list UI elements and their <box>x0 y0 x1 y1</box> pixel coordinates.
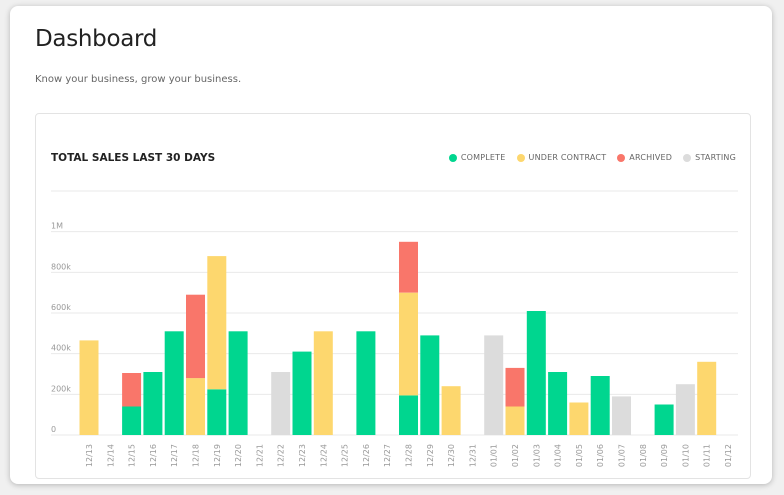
legend-dot-starting <box>683 153 692 162</box>
chart-title: TOTAL SALES LAST 30 DAYS <box>51 152 216 164</box>
sales-bar-chart: 0 200k 400k 600k 800k 1M 12/13 12/14 12/15 12/16 1… <box>51 190 738 467</box>
x-tick-label: 01/02 <box>511 444 520 467</box>
x-tick-label: 01/11 <box>703 444 712 467</box>
x-tick-label: 12/17 <box>170 444 179 467</box>
bar-segment-archived <box>505 367 525 407</box>
bar-segment-complete <box>164 331 184 435</box>
x-tick-label: 12/22 <box>277 444 286 467</box>
legend-item-complete[interactable]: COMPLETE <box>448 153 506 162</box>
x-tick-label: 12/15 <box>128 444 137 467</box>
legend-dot-complete <box>448 153 457 162</box>
y-tick-label: 800k <box>51 262 71 271</box>
y-tick-label: 600k <box>51 303 71 312</box>
bar-segment-archived <box>399 241 418 293</box>
x-tick-label: 12/25 <box>341 444 350 467</box>
legend-item-starting[interactable]: STARTING <box>683 153 736 162</box>
legend-label-starting: STARTING <box>695 153 736 162</box>
x-tick-label: 01/03 <box>532 444 541 467</box>
legend-item-under-contract[interactable]: UNDER CONTRACT <box>516 153 607 162</box>
bar-segment-complete <box>399 395 418 435</box>
bar-segment-complete <box>143 372 163 435</box>
y-tick-label: 400k <box>51 344 71 353</box>
bar-segment-complete <box>207 389 227 436</box>
x-tick-label: 12/18 <box>192 444 201 467</box>
bar-segment-complete <box>292 351 312 435</box>
x-tick-label: 01/09 <box>660 444 669 467</box>
legend-dot-archived <box>617 153 626 162</box>
x-tick-label: 01/01 <box>490 444 499 467</box>
bar-segment-under-contract <box>186 378 205 435</box>
legend-label-under-contract: UNDER CONTRACT <box>528 153 607 162</box>
legend-label-archived: ARCHIVED <box>629 153 673 162</box>
x-tick-label: 12/16 <box>149 444 158 467</box>
y-tick-label: 200k <box>51 384 71 393</box>
page-subtitle: Know your business, grow your business. <box>35 74 242 85</box>
x-tick-label: 12/30 <box>447 444 456 467</box>
bar-segment-under-contract <box>697 361 717 435</box>
x-tick-label: 12/29 <box>426 444 435 467</box>
bar-segment-under-contract <box>207 256 227 390</box>
bar-segment-complete <box>548 372 568 435</box>
x-tick-label: 01/06 <box>596 444 605 467</box>
bar-segment-under-contract <box>399 292 418 396</box>
dashboard-window: Dashboard Know your business, grow your … <box>10 6 772 484</box>
sales-chart-card: TOTAL SALES LAST 30 DAYS COMPLETE UNDER … <box>35 113 751 479</box>
legend-dot-under-contract <box>516 153 525 162</box>
x-tick-label: 01/08 <box>639 444 648 467</box>
bar-segment-under-contract <box>569 402 589 435</box>
bar-segment-starting <box>675 384 695 435</box>
bar-segment-under-contract <box>313 331 333 435</box>
bar-segment-complete <box>654 404 674 435</box>
y-tick-label: 0 <box>51 425 56 434</box>
bar-segment-archived <box>186 294 205 379</box>
legend-item-archived[interactable]: ARCHIVED <box>617 153 672 162</box>
bar-segment-complete <box>526 311 546 435</box>
bar-segment-complete <box>590 376 610 435</box>
page-title: Dashboard <box>35 26 158 52</box>
chart-legend: COMPLETE UNDER CONTRACT ARCHIVED STARTIN… <box>448 153 736 162</box>
bar-segment-starting <box>484 335 504 435</box>
legend-label-complete: COMPLETE <box>460 153 506 162</box>
bar-segment-complete <box>122 406 142 435</box>
y-tick-label: 1M <box>51 222 63 231</box>
bar-segment-under-contract <box>79 340 99 435</box>
x-tick-label: 01/10 <box>681 444 690 467</box>
bar-segment-under-contract <box>505 406 525 435</box>
x-tick-label: 12/23 <box>298 444 307 467</box>
x-tick-label: 12/19 <box>213 444 222 467</box>
x-tick-label: 12/31 <box>468 444 477 467</box>
x-tick-label: 12/14 <box>106 444 115 467</box>
x-tick-label: 01/04 <box>554 444 563 467</box>
x-tick-label: 01/12 <box>724 444 733 467</box>
x-tick-label: 12/24 <box>319 444 328 467</box>
x-tick-label: 12/20 <box>234 444 243 467</box>
bar-segment-complete <box>228 331 248 435</box>
x-tick-label: 12/26 <box>362 444 371 467</box>
bar-segment-under-contract <box>441 386 461 435</box>
bar-segment-complete <box>420 335 440 435</box>
x-tick-label: 12/21 <box>255 444 264 467</box>
bar-segment-archived <box>122 373 142 407</box>
x-tick-label: 12/13 <box>85 444 94 467</box>
x-tick-label: 01/07 <box>618 444 627 467</box>
bar-segment-starting <box>271 372 291 435</box>
x-tick-label: 12/27 <box>383 444 392 467</box>
x-tick-label: 12/28 <box>405 444 414 467</box>
x-tick-label: 01/05 <box>575 444 584 467</box>
bar-segment-starting <box>612 396 631 435</box>
bar-segment-complete <box>356 331 376 435</box>
